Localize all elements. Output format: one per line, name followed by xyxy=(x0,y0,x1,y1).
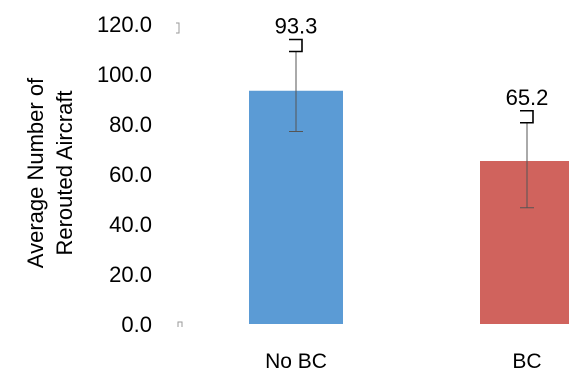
data-label: 65.2 xyxy=(506,85,549,110)
error-bar-upper-cap xyxy=(289,38,303,53)
y-axis-bottom-marker xyxy=(177,321,183,327)
error-bars xyxy=(289,38,534,209)
y-axis-top-marker xyxy=(176,22,180,34)
y-axis-title-line-2: Rerouted Aircraft xyxy=(52,90,77,255)
data-label: 93.3 xyxy=(275,14,318,39)
bar-bc xyxy=(480,161,569,324)
category-label: BC xyxy=(512,350,541,373)
error-bar-upper-cap xyxy=(520,109,534,124)
y-tick-label: 60.0 xyxy=(109,162,152,187)
y-axis-title: Average Number of Rerouted Aircraft xyxy=(23,77,77,268)
y-tick-label: 100.0 xyxy=(97,62,152,87)
y-tick-label: 120.0 xyxy=(97,12,152,37)
data-labels: 93.3 65.2 xyxy=(275,14,549,110)
y-tick-label: 40.0 xyxy=(109,212,152,237)
y-tick-label: 0.0 xyxy=(121,312,152,337)
y-axis-ticks: 0.0 20.0 40.0 60.0 80.0 100.0 120.0 xyxy=(97,12,183,337)
y-tick-label: 20.0 xyxy=(109,262,152,287)
category-label: No BC xyxy=(265,350,327,373)
y-tick-label: 80.0 xyxy=(109,112,152,137)
y-axis-title-line-1: Average Number of xyxy=(23,77,48,268)
category-labels: No BC BC xyxy=(265,350,542,373)
